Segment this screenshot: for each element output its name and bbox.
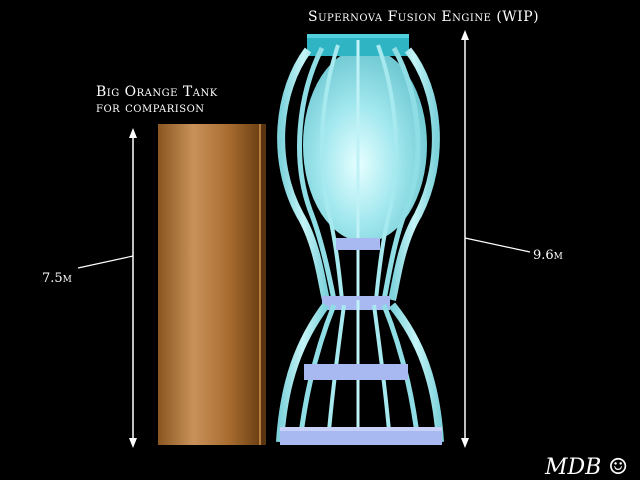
artist-signature: MDB ☺ (544, 455, 628, 480)
tank-title: Big Orange Tank for comparison (96, 84, 218, 116)
engine-height-arrow (461, 30, 531, 448)
engine-height-label: 9.6m (533, 248, 563, 263)
engine-title: Supernova Fusion Engine (WIP) (308, 9, 540, 25)
tank-height-arrow (77, 128, 137, 448)
fusion-engine (276, 34, 444, 445)
tank-title-line2: for comparison (96, 100, 205, 116)
tank-height-label: 7.5m (42, 271, 72, 286)
tank-title-line1: Big Orange Tank (96, 84, 218, 100)
orange-tank (158, 124, 266, 445)
